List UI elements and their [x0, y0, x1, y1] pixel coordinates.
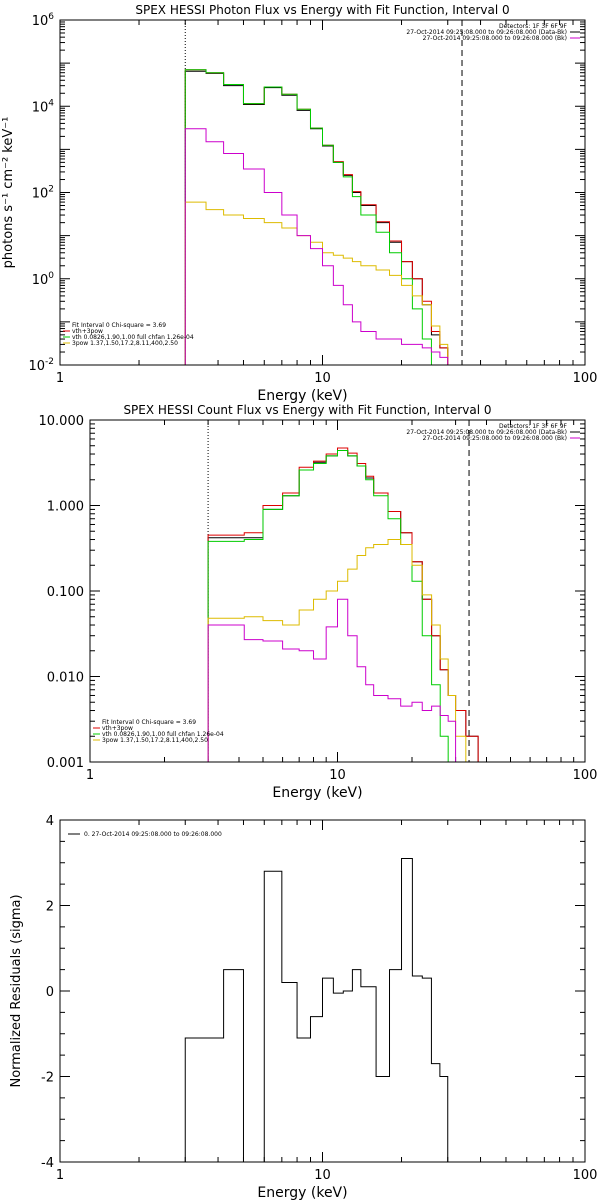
x-tick-label: 10: [314, 371, 331, 386]
y-tick-base: 10: [32, 187, 49, 202]
panel-3: 1 10 100 Energy (keV) -4 -2 0 2 4 Normalized Resi…: [9, 814, 597, 1200]
x-tick-label: 10: [329, 768, 346, 783]
y-axis-label: Normalized Residuals (sigma): [9, 894, 24, 1087]
series-1-line: [184, 857, 459, 1162]
y-tick-label: 1.000: [47, 500, 84, 515]
y-tick-label: 104: [32, 98, 55, 115]
plot-frame: [59, 819, 586, 1163]
legend-entry: vth+3pow: [72, 328, 103, 335]
plot-frame: [89, 419, 586, 763]
chart-title: SPEX HESSI Photon Flux vs Energy with Fi…: [135, 3, 509, 17]
y-tick-label: 0.001: [47, 756, 84, 771]
y-tick-label: 100: [32, 271, 55, 288]
series-group: [207, 447, 490, 762]
y-tick-label: -4: [41, 1156, 54, 1171]
legend-entry: 3pow 1.37,1.50,17.2,8.11,400,2.50: [102, 737, 208, 744]
series-4-line: [184, 201, 472, 365]
y-tick-exponent: 4: [48, 98, 54, 108]
legend-entry: 27-Oct-2014 09:25:08.000 to 09:26:08.000…: [423, 35, 567, 42]
legend-entry: vth 0.0826,1.90,1.00 full chfan 1.26e-04: [72, 334, 194, 341]
legend-entry: Fit Interval 0 Chi-square = 3.69: [72, 322, 166, 329]
legend-entry: 3pow 1.37,1.50,17.2,8.11,400,2.50: [72, 340, 178, 347]
series-3-line: [207, 449, 456, 762]
y-tick-base: 10: [32, 14, 49, 29]
chart-title: SPEX HESSI Count Flux vs Energy with Fit…: [123, 403, 491, 417]
series-3-line: [184, 69, 448, 365]
x-axis-label: Energy (keV): [257, 388, 347, 404]
series-5-line: [207, 598, 457, 762]
panel-1: SPEX HESSI Photon Flux vs Energy with Fi…: [1, 3, 597, 404]
legend-entry: 27-Oct-2014 09:25:08.000 to 09:26:08.000…: [423, 435, 567, 442]
y-tick-label: 106: [32, 12, 55, 29]
x-tick-label: 1: [86, 768, 94, 783]
legend-entry: 27-Oct-2014 09:25:08.000 to 09:26:08.000…: [406, 429, 567, 436]
y-tick-exponent: 6: [48, 12, 54, 22]
y-tick-base: 10: [32, 273, 49, 288]
legend-entry: 27-Oct-2014 09:25:08.000 to 09:26:08.000…: [406, 29, 567, 36]
series-5-line: [184, 128, 459, 365]
legend-entry: Fit Interval 0 Chi-square = 3.69: [102, 719, 196, 726]
y-tick-exponent: 2: [48, 185, 54, 195]
series-4-line: [207, 539, 490, 762]
x-tick-label: 1: [56, 371, 64, 386]
x-axis-label: Energy (keV): [272, 785, 362, 801]
y-tick-label: -2: [41, 1071, 54, 1086]
x-tick-label: 100: [573, 371, 598, 386]
panel-2: SPEX HESSI Count Flux vs Energy with Fit…: [39, 403, 598, 801]
series-group: [184, 857, 459, 1162]
legend-entry: Detectors: 1F 3F 6F 9F: [499, 423, 568, 430]
legend-entry: Detectors: 1F 3F 6F 9F: [499, 23, 568, 30]
y-tick-label: 102: [32, 185, 54, 202]
y-axis-label: photons s⁻¹ cm⁻² keV⁻¹: [1, 117, 16, 269]
x-tick-label: 100: [573, 1168, 598, 1183]
series-group: [184, 69, 472, 365]
y-tick-exponent: -2: [45, 357, 54, 367]
y-tick-base: 10: [32, 100, 49, 115]
y-tick-label: 10.000: [39, 414, 85, 429]
x-tick-label: 100: [573, 768, 598, 783]
x-tick-label: 10: [314, 1168, 331, 1183]
series-1-line: [207, 449, 479, 762]
x-axis-label: Energy (keV): [257, 1185, 347, 1200]
legend-entry: vth+3pow: [102, 725, 133, 732]
y-tick-label: 2: [46, 900, 54, 915]
series-2-line: [184, 69, 472, 365]
y-tick-label: 4: [46, 814, 54, 829]
y-tick-label: 0.010: [47, 671, 84, 686]
series-1-line: [184, 70, 472, 365]
y-tick-label: 10-2: [28, 357, 54, 374]
y-tick-label: 0: [46, 985, 54, 1000]
plot-frame: [59, 19, 586, 366]
legend-entry: vth 0.0826,1.90,1.00 full chfan 1.26e-04: [102, 731, 224, 738]
y-tick-label: 0.100: [47, 585, 84, 600]
y-tick-base: 10: [28, 359, 45, 374]
y-tick-exponent: 0: [48, 271, 54, 281]
series-2-line: [207, 447, 479, 762]
x-tick-label: 1: [56, 1168, 64, 1183]
legend-entry: 0. 27-Oct-2014 09:25:08.000 to 09:26:08.…: [84, 831, 222, 838]
